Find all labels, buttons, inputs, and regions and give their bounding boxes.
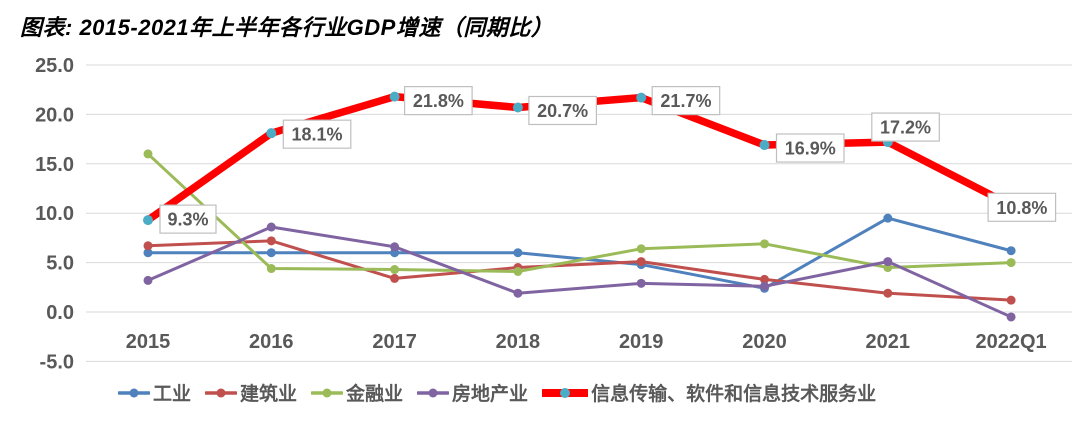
legend-line-marker-icon xyxy=(118,388,150,397)
x-tick-label: 2022Q1 xyxy=(976,331,1047,353)
series-marker-金融业 xyxy=(390,265,400,275)
data-label-text: 17.2% xyxy=(880,118,931,138)
data-label-box xyxy=(651,86,721,116)
series-marker-金融业 xyxy=(266,264,276,274)
chart-title: 图表: 2015-2021年上半年各行业GDP增速（同期比） xyxy=(20,15,554,40)
series-marker-金融业 xyxy=(1006,258,1016,268)
x-tick-label: 2021 xyxy=(866,331,911,353)
data-label-box xyxy=(404,86,473,116)
data-label: 16.9% xyxy=(775,133,845,163)
legend-label: 房地产业 xyxy=(452,384,529,405)
x-tick-label: 2019 xyxy=(619,331,664,353)
y-tick-label: 10.0 xyxy=(35,203,74,225)
legend-item-金融业: 金融业 xyxy=(311,379,403,406)
data-label-text: 9.3% xyxy=(167,210,208,230)
data-label-box xyxy=(987,192,1057,222)
series-marker-信息传输、软件和信息技术服务业 xyxy=(759,140,770,151)
series-marker-信息传输、软件和信息技术服务业 xyxy=(143,215,153,226)
data-label-text: 10.8% xyxy=(996,198,1047,218)
legend-item-工业: 工业 xyxy=(118,379,191,406)
series-marker-金融业 xyxy=(143,149,153,159)
data-label-box xyxy=(871,112,940,142)
legend-item-房地产业: 房地产业 xyxy=(417,379,528,406)
series-marker-建筑业 xyxy=(760,274,769,284)
series-line-房地产业 xyxy=(146,225,1013,319)
series-marker-房地产业 xyxy=(760,281,769,291)
series-marker-建筑业 xyxy=(1006,295,1016,305)
series-marker-信息传输、软件和信息技术服务业 xyxy=(266,128,277,139)
series-marker-建筑业 xyxy=(266,236,276,246)
data-label: 20.7% xyxy=(528,95,598,126)
series-line-金融业 xyxy=(146,152,1013,273)
legend-line-marker-icon xyxy=(311,388,344,397)
series-marker-信息传输、软件和信息技术服务业 xyxy=(389,91,400,102)
series-marker-工业 xyxy=(513,248,523,258)
data-label-text: 20.7% xyxy=(537,101,588,121)
x-tick-label: 2018 xyxy=(496,331,541,353)
data-label: 10.8% xyxy=(987,192,1057,222)
series-marker-房地产业 xyxy=(1006,312,1016,322)
series-marker-建筑业 xyxy=(883,288,893,298)
legend-item-信息传输、软件和信息技术服务业: 信息传输、软件和信息技术服务业 xyxy=(542,379,876,406)
y-tick-label: 15.0 xyxy=(35,154,74,176)
legend-line-marker-icon xyxy=(205,388,238,397)
series-marker-房地产业 xyxy=(513,288,523,298)
y-tick-label: 25.0 xyxy=(35,55,74,77)
data-label: 17.2% xyxy=(871,112,940,142)
data-label: 21.7% xyxy=(651,86,721,116)
data-label-text: 18.1% xyxy=(292,125,343,145)
legend-line-marker-icon xyxy=(542,387,589,398)
data-label-box xyxy=(528,95,598,126)
series-marker-房地产业 xyxy=(266,222,276,232)
data-label-text: 16.9% xyxy=(785,139,836,159)
series-marker-房地产业 xyxy=(636,278,646,288)
legend-label: 信息传输、软件和信息技术服务业 xyxy=(591,384,877,405)
data-label: 21.8% xyxy=(404,86,473,116)
legend-label: 金融业 xyxy=(346,384,404,405)
y-tick-label: 5.0 xyxy=(46,253,74,275)
series-marker-金融业 xyxy=(513,266,523,276)
data-label: 9.3% xyxy=(159,204,217,234)
series-marker-工业 xyxy=(883,213,893,223)
legend: 工业 建筑业 金融业 房地产业 信息传输、软件和信息技术服务业 xyxy=(118,379,876,406)
series-marker-工业 xyxy=(266,248,276,258)
series-marker-信息传输、软件和信息技术服务业 xyxy=(512,102,523,113)
series-marker-房地产业 xyxy=(883,257,893,267)
x-tick-label: 2017 xyxy=(372,331,417,353)
x-tick-label: 2016 xyxy=(249,331,294,353)
series-marker-房地产业 xyxy=(143,275,153,285)
data-label-box xyxy=(282,119,352,149)
legend-item-建筑业: 建筑业 xyxy=(205,379,297,406)
data-label-text: 21.8% xyxy=(413,91,464,111)
series-marker-信息传输、软件和信息技术服务业 xyxy=(636,92,647,103)
series-line-建筑业 xyxy=(146,239,1013,302)
legend-line-marker-icon xyxy=(417,388,450,397)
x-tick-label: 2015 xyxy=(126,331,171,353)
series-marker-金融业 xyxy=(636,244,646,254)
series-marker-工业 xyxy=(1006,246,1016,256)
data-label: 18.1% xyxy=(282,119,352,149)
legend-label: 工业 xyxy=(153,384,192,405)
series-marker-金融业 xyxy=(760,239,769,249)
y-tick-label: 0.0 xyxy=(46,302,74,324)
y-tick-label: -5.0 xyxy=(40,351,74,373)
series-marker-建筑业 xyxy=(390,273,400,283)
series-marker-工业 xyxy=(143,248,153,258)
legend-label: 建筑业 xyxy=(240,384,298,405)
data-label-text: 21.7% xyxy=(660,91,711,111)
series-marker-房地产业 xyxy=(390,242,400,252)
data-label-box xyxy=(159,204,217,234)
data-label-box xyxy=(775,133,845,163)
y-tick-label: 20.0 xyxy=(35,104,74,126)
x-tick-label: 2020 xyxy=(742,331,787,353)
series-marker-建筑业 xyxy=(143,241,153,251)
series-marker-建筑业 xyxy=(636,257,646,267)
